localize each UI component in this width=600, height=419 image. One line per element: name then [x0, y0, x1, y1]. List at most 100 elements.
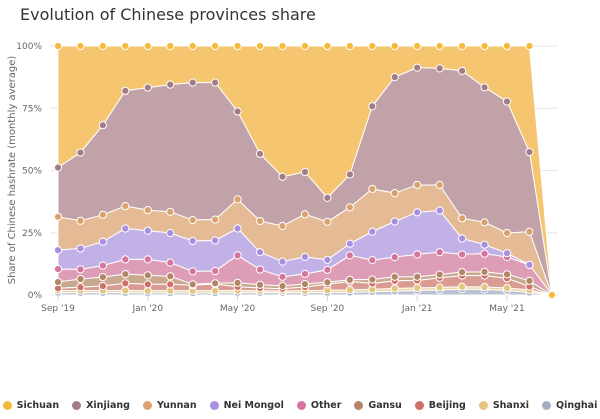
- point-gansu[interactable]: [121, 269, 130, 279]
- legend-item-sichuan[interactable]: Sichuan: [2, 400, 59, 411]
- point-yunnan[interactable]: [323, 217, 332, 226]
- point-gansu[interactable]: [525, 276, 534, 285]
- point-nei-mongol[interactable]: [211, 236, 220, 245]
- point-shanxi[interactable]: [345, 285, 354, 295]
- point-yunnan[interactable]: [211, 215, 220, 224]
- point-other[interactable]: [255, 265, 265, 274]
- legend-item-gansu[interactable]: Gansu: [354, 400, 402, 411]
- point-yunnan[interactable]: [76, 216, 85, 225]
- point-other[interactable]: [390, 253, 399, 262]
- point-xinjiang[interactable]: [121, 86, 130, 95]
- point-xinjiang[interactable]: [143, 83, 152, 92]
- point-nei-mongol[interactable]: [345, 239, 354, 248]
- point-gansu[interactable]: [211, 279, 220, 288]
- point-xinjiang[interactable]: [345, 170, 354, 179]
- point-other[interactable]: [480, 249, 489, 258]
- point-nei-mongol[interactable]: [413, 208, 422, 217]
- point-sichuan[interactable]: [458, 41, 467, 51]
- point-other[interactable]: [76, 265, 85, 274]
- point-gansu[interactable]: [323, 278, 332, 287]
- point-shanxi[interactable]: [390, 284, 399, 293]
- point-other[interactable]: [53, 265, 63, 274]
- point-gansu[interactable]: [368, 275, 377, 284]
- point-sichuan[interactable]: [547, 290, 557, 300]
- point-xinjiang[interactable]: [211, 78, 220, 87]
- point-gansu[interactable]: [502, 270, 512, 279]
- point-shanxi[interactable]: [211, 286, 220, 295]
- point-shanxi[interactable]: [121, 286, 130, 295]
- point-sichuan[interactable]: [480, 41, 489, 51]
- point-gansu[interactable]: [480, 267, 489, 276]
- point-nei-mongol[interactable]: [278, 257, 287, 266]
- point-sichuan[interactable]: [121, 41, 130, 51]
- point-sichuan[interactable]: [413, 41, 422, 51]
- point-sichuan[interactable]: [53, 41, 63, 51]
- point-nei-mongol[interactable]: [76, 244, 85, 253]
- point-sichuan[interactable]: [143, 41, 152, 51]
- point-gansu[interactable]: [233, 278, 242, 287]
- point-beijing[interactable]: [98, 281, 108, 291]
- point-gansu[interactable]: [345, 275, 354, 284]
- point-other[interactable]: [233, 251, 242, 260]
- point-nei-mongol[interactable]: [458, 234, 467, 243]
- legend-item-shanxi[interactable]: Shanxi: [478, 400, 529, 411]
- point-nei-mongol[interactable]: [188, 236, 197, 246]
- point-other[interactable]: [121, 255, 130, 264]
- point-xinjiang[interactable]: [98, 121, 108, 130]
- point-gansu[interactable]: [255, 280, 265, 289]
- point-sichuan[interactable]: [233, 41, 242, 51]
- point-other[interactable]: [98, 261, 108, 270]
- point-sichuan[interactable]: [525, 41, 534, 51]
- point-shanxi[interactable]: [458, 282, 467, 291]
- point-sichuan[interactable]: [300, 41, 310, 51]
- point-xinjiang[interactable]: [323, 193, 332, 202]
- point-yunnan[interactable]: [502, 228, 512, 238]
- point-nei-mongol[interactable]: [323, 255, 332, 264]
- point-yunnan[interactable]: [345, 203, 354, 212]
- point-sichuan[interactable]: [435, 41, 444, 51]
- point-gansu[interactable]: [390, 272, 399, 281]
- point-other[interactable]: [143, 255, 152, 264]
- point-gansu[interactable]: [458, 267, 467, 277]
- point-sichuan[interactable]: [166, 41, 175, 51]
- point-yunnan[interactable]: [525, 227, 534, 236]
- point-nei-mongol[interactable]: [143, 226, 152, 235]
- legend-item-qinghai[interactable]: Qinghai: [542, 400, 597, 411]
- point-xinjiang[interactable]: [278, 172, 287, 181]
- point-other[interactable]: [458, 250, 467, 259]
- point-yunnan[interactable]: [368, 184, 377, 194]
- legend-item-yunnan[interactable]: Yunnan: [142, 400, 197, 411]
- point-xinjiang[interactable]: [458, 66, 467, 76]
- point-xinjiang[interactable]: [188, 78, 197, 87]
- point-gansu[interactable]: [76, 274, 85, 284]
- legend-item-beijing[interactable]: Beijing: [414, 400, 466, 411]
- point-yunnan[interactable]: [166, 207, 175, 216]
- point-nei-mongol[interactable]: [480, 240, 489, 249]
- point-xinjiang[interactable]: [76, 148, 85, 157]
- point-sichuan[interactable]: [211, 41, 220, 51]
- point-xinjiang[interactable]: [368, 102, 377, 111]
- point-beijing[interactable]: [121, 279, 130, 288]
- point-yunnan[interactable]: [121, 202, 130, 211]
- point-nei-mongol[interactable]: [525, 260, 534, 269]
- point-xinjiang[interactable]: [435, 64, 444, 73]
- point-beijing[interactable]: [76, 283, 85, 292]
- point-sichuan[interactable]: [278, 41, 287, 51]
- point-nei-mongol[interactable]: [233, 224, 242, 233]
- point-beijing[interactable]: [166, 280, 175, 289]
- point-nei-mongol[interactable]: [502, 249, 512, 258]
- point-gansu[interactable]: [435, 270, 444, 279]
- point-yunnan[interactable]: [480, 218, 489, 227]
- point-sichuan[interactable]: [345, 41, 354, 51]
- point-gansu[interactable]: [143, 271, 152, 280]
- point-other[interactable]: [188, 267, 197, 276]
- point-shanxi[interactable]: [502, 283, 512, 293]
- point-xinjiang[interactable]: [390, 73, 399, 82]
- point-nei-mongol[interactable]: [368, 227, 377, 236]
- point-beijing[interactable]: [143, 280, 152, 289]
- point-nei-mongol[interactable]: [53, 246, 63, 255]
- point-xinjiang[interactable]: [480, 83, 489, 92]
- point-yunnan[interactable]: [255, 216, 265, 226]
- point-sichuan[interactable]: [98, 41, 108, 51]
- point-yunnan[interactable]: [300, 210, 310, 219]
